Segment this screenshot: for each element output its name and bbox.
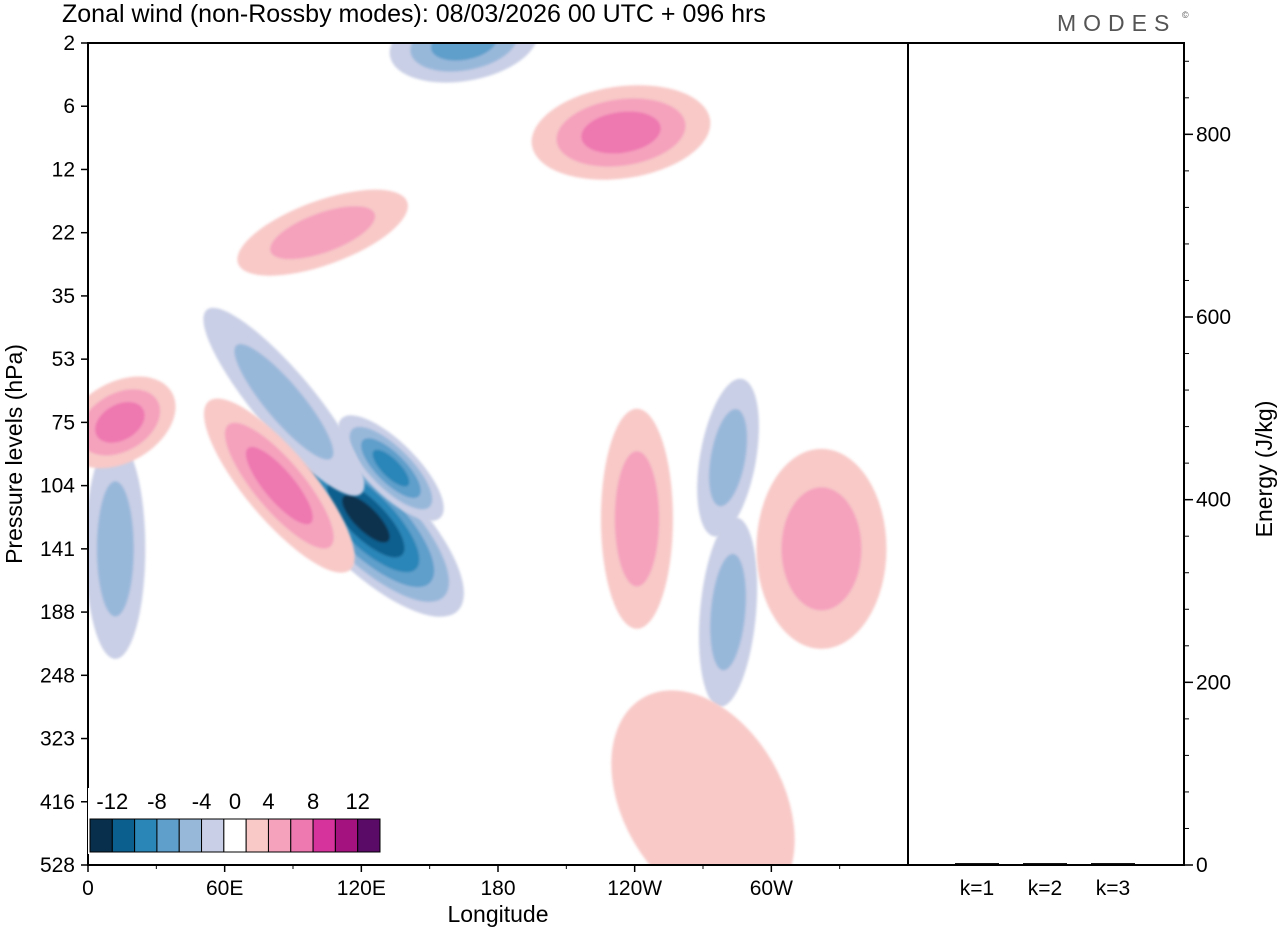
heatmap-contour bbox=[781, 487, 862, 611]
energy-frame bbox=[907, 42, 1185, 866]
heatmap-contour bbox=[614, 451, 660, 587]
energy-tick-label: 800 bbox=[1196, 123, 1231, 146]
x-tick-label: 0 bbox=[82, 877, 94, 900]
energy-tick-label: 0 bbox=[1196, 854, 1208, 877]
colorbar-swatch bbox=[223, 818, 247, 853]
energy-bar-chart: 0 200 400 600 800 Energy (J/kg) k=1 k=2 k=3 bbox=[955, 60, 1277, 900]
y-tick-label: 2 bbox=[63, 32, 75, 55]
y-tick-label: 528 bbox=[40, 854, 75, 877]
heatmap-cell-negative-west-pacific bbox=[697, 378, 759, 537]
y-tick-label: 12 bbox=[52, 158, 75, 181]
energy-bar-k=1 bbox=[955, 863, 999, 865]
modes-logo-mark: © bbox=[1182, 10, 1189, 20]
colorbar-swatch bbox=[111, 818, 136, 853]
colorbar-tick-label: -12 bbox=[96, 789, 128, 814]
modes-logo: MODES bbox=[1057, 10, 1176, 36]
y-tick-label: 53 bbox=[52, 348, 75, 371]
chart-title: Zonal wind (non-Rossby modes): 08/03/202… bbox=[62, 0, 766, 28]
y-tick-label: 6 bbox=[63, 95, 75, 118]
energy-tick-label: 600 bbox=[1196, 306, 1231, 329]
y-tick-label: 22 bbox=[52, 222, 75, 245]
heatmap-contour bbox=[234, 344, 334, 460]
heatmap-cell-positive-mid bbox=[203, 398, 355, 573]
colorbar-swatch bbox=[201, 818, 225, 853]
heatmap-contour bbox=[95, 402, 145, 443]
energy-axis-label: Energy (J/kg) bbox=[1251, 401, 1277, 538]
colorbar-tick-label: 0 bbox=[229, 789, 241, 814]
x-tick-label: 60E bbox=[206, 877, 243, 900]
heatmap-cell-positive-strat bbox=[237, 189, 408, 276]
heatmap-cell-positive-east bbox=[756, 448, 887, 649]
colorbar-swatch bbox=[312, 818, 336, 853]
y-tick-label: 104 bbox=[40, 475, 75, 498]
colorbar-tick-label: 8 bbox=[307, 789, 319, 814]
heatmap-cell-negative-mid bbox=[203, 307, 365, 496]
colorbar-tick-label: 4 bbox=[262, 789, 274, 814]
y-tick-label: 248 bbox=[40, 664, 75, 687]
energy-category-label: k=2 bbox=[1028, 877, 1062, 900]
colorbar-swatch bbox=[178, 818, 203, 853]
heatmap-field bbox=[88, 43, 887, 865]
colorbar-swatch bbox=[89, 818, 113, 853]
energy-bar-k=3 bbox=[1091, 863, 1135, 865]
energy-bar-k=2 bbox=[1023, 863, 1067, 865]
x-tick-label: 60W bbox=[750, 877, 793, 900]
heatmap-cell-jet-core-negative-2 bbox=[338, 415, 444, 521]
heatmap-contour bbox=[245, 446, 313, 525]
y-tick-label: 323 bbox=[40, 728, 75, 751]
energy-tick-label: 200 bbox=[1196, 671, 1231, 694]
heatmap-contour bbox=[611, 690, 795, 865]
x-tick-label: 120W bbox=[607, 877, 662, 900]
colorbar-swatch bbox=[267, 818, 292, 853]
heatmap-contour bbox=[372, 449, 410, 487]
heatmap-frame bbox=[87, 42, 909, 866]
heatmap-cell-positive-upper bbox=[531, 85, 711, 180]
heatmap-contour bbox=[581, 111, 661, 154]
energy-category-label: k=1 bbox=[960, 877, 994, 900]
heatmap-contour bbox=[709, 409, 748, 507]
x-tick-label: 120E bbox=[337, 877, 386, 900]
heatmap-contour bbox=[342, 495, 390, 543]
heatmap-contour bbox=[96, 481, 134, 617]
colorbar-swatch bbox=[357, 818, 381, 853]
colorbar-swatch bbox=[245, 818, 269, 853]
colorbar-swatch bbox=[156, 818, 180, 853]
heatmap-contour bbox=[710, 553, 746, 671]
colorbar-swatch bbox=[290, 818, 314, 853]
colorbar-tick-label: -8 bbox=[147, 789, 167, 814]
x-axis-label: Longitude bbox=[447, 901, 548, 927]
colorbar-tick-label: -4 bbox=[192, 789, 212, 814]
heatmap-cell-positive-lower bbox=[611, 690, 795, 865]
energy-tick-label: 400 bbox=[1196, 489, 1231, 512]
heatmap-cell-negative-east-pacific bbox=[698, 517, 758, 707]
y-tick-label: 75 bbox=[52, 411, 75, 434]
heatmap-cell-positive-far-west bbox=[88, 376, 176, 469]
colorbar-swatch bbox=[134, 818, 158, 853]
colorbar-swatch bbox=[334, 818, 359, 853]
heatmap-contour bbox=[410, 43, 518, 72]
y-tick-label: 416 bbox=[40, 791, 75, 814]
y-tick-label: 141 bbox=[40, 538, 75, 561]
heatmap-cell-positive-central bbox=[600, 408, 673, 629]
heatmap-cell-negative-west bbox=[88, 438, 146, 659]
colorbar: -12 -8 -4 0 4 8 12 bbox=[88, 788, 382, 854]
heatmap-contour bbox=[270, 206, 376, 260]
colorbar-tick-label: 12 bbox=[345, 789, 369, 814]
energy-category-label: k=3 bbox=[1096, 877, 1130, 900]
y-axis-label: Pressure levels (hPa) bbox=[1, 344, 27, 564]
heatmap-axes: 0 60E 120E 180 120W 60W 2 6 12 22 35 53 75 104 141 188 2… bbox=[1, 32, 841, 927]
y-tick-label: 35 bbox=[52, 285, 75, 308]
y-tick-label: 188 bbox=[40, 601, 75, 624]
x-tick-label: 180 bbox=[480, 877, 515, 900]
